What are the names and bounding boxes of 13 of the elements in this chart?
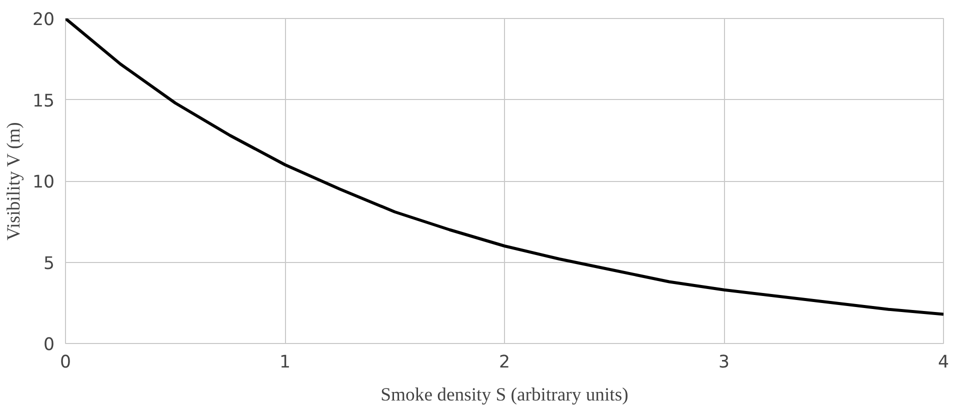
y-axis-title: Visibility V (m) [3,122,24,241]
x-tick-label: 1 [279,352,291,372]
y-tick-label: 10 [32,172,55,192]
y-tick-label: 0 [43,335,55,355]
y-tick-label: 5 [43,254,55,274]
x-tick-label: 0 [60,352,72,372]
y-tick-label: 20 [32,10,55,30]
y-tick-label: 15 [32,91,55,112]
x-tick-label: 3 [718,352,730,372]
x-tick-label: 4 [938,352,950,372]
x-axis-title: Smoke density S (arbitrary units) [380,384,628,406]
x-tick-label: 2 [498,352,510,372]
line-series [66,18,944,316]
